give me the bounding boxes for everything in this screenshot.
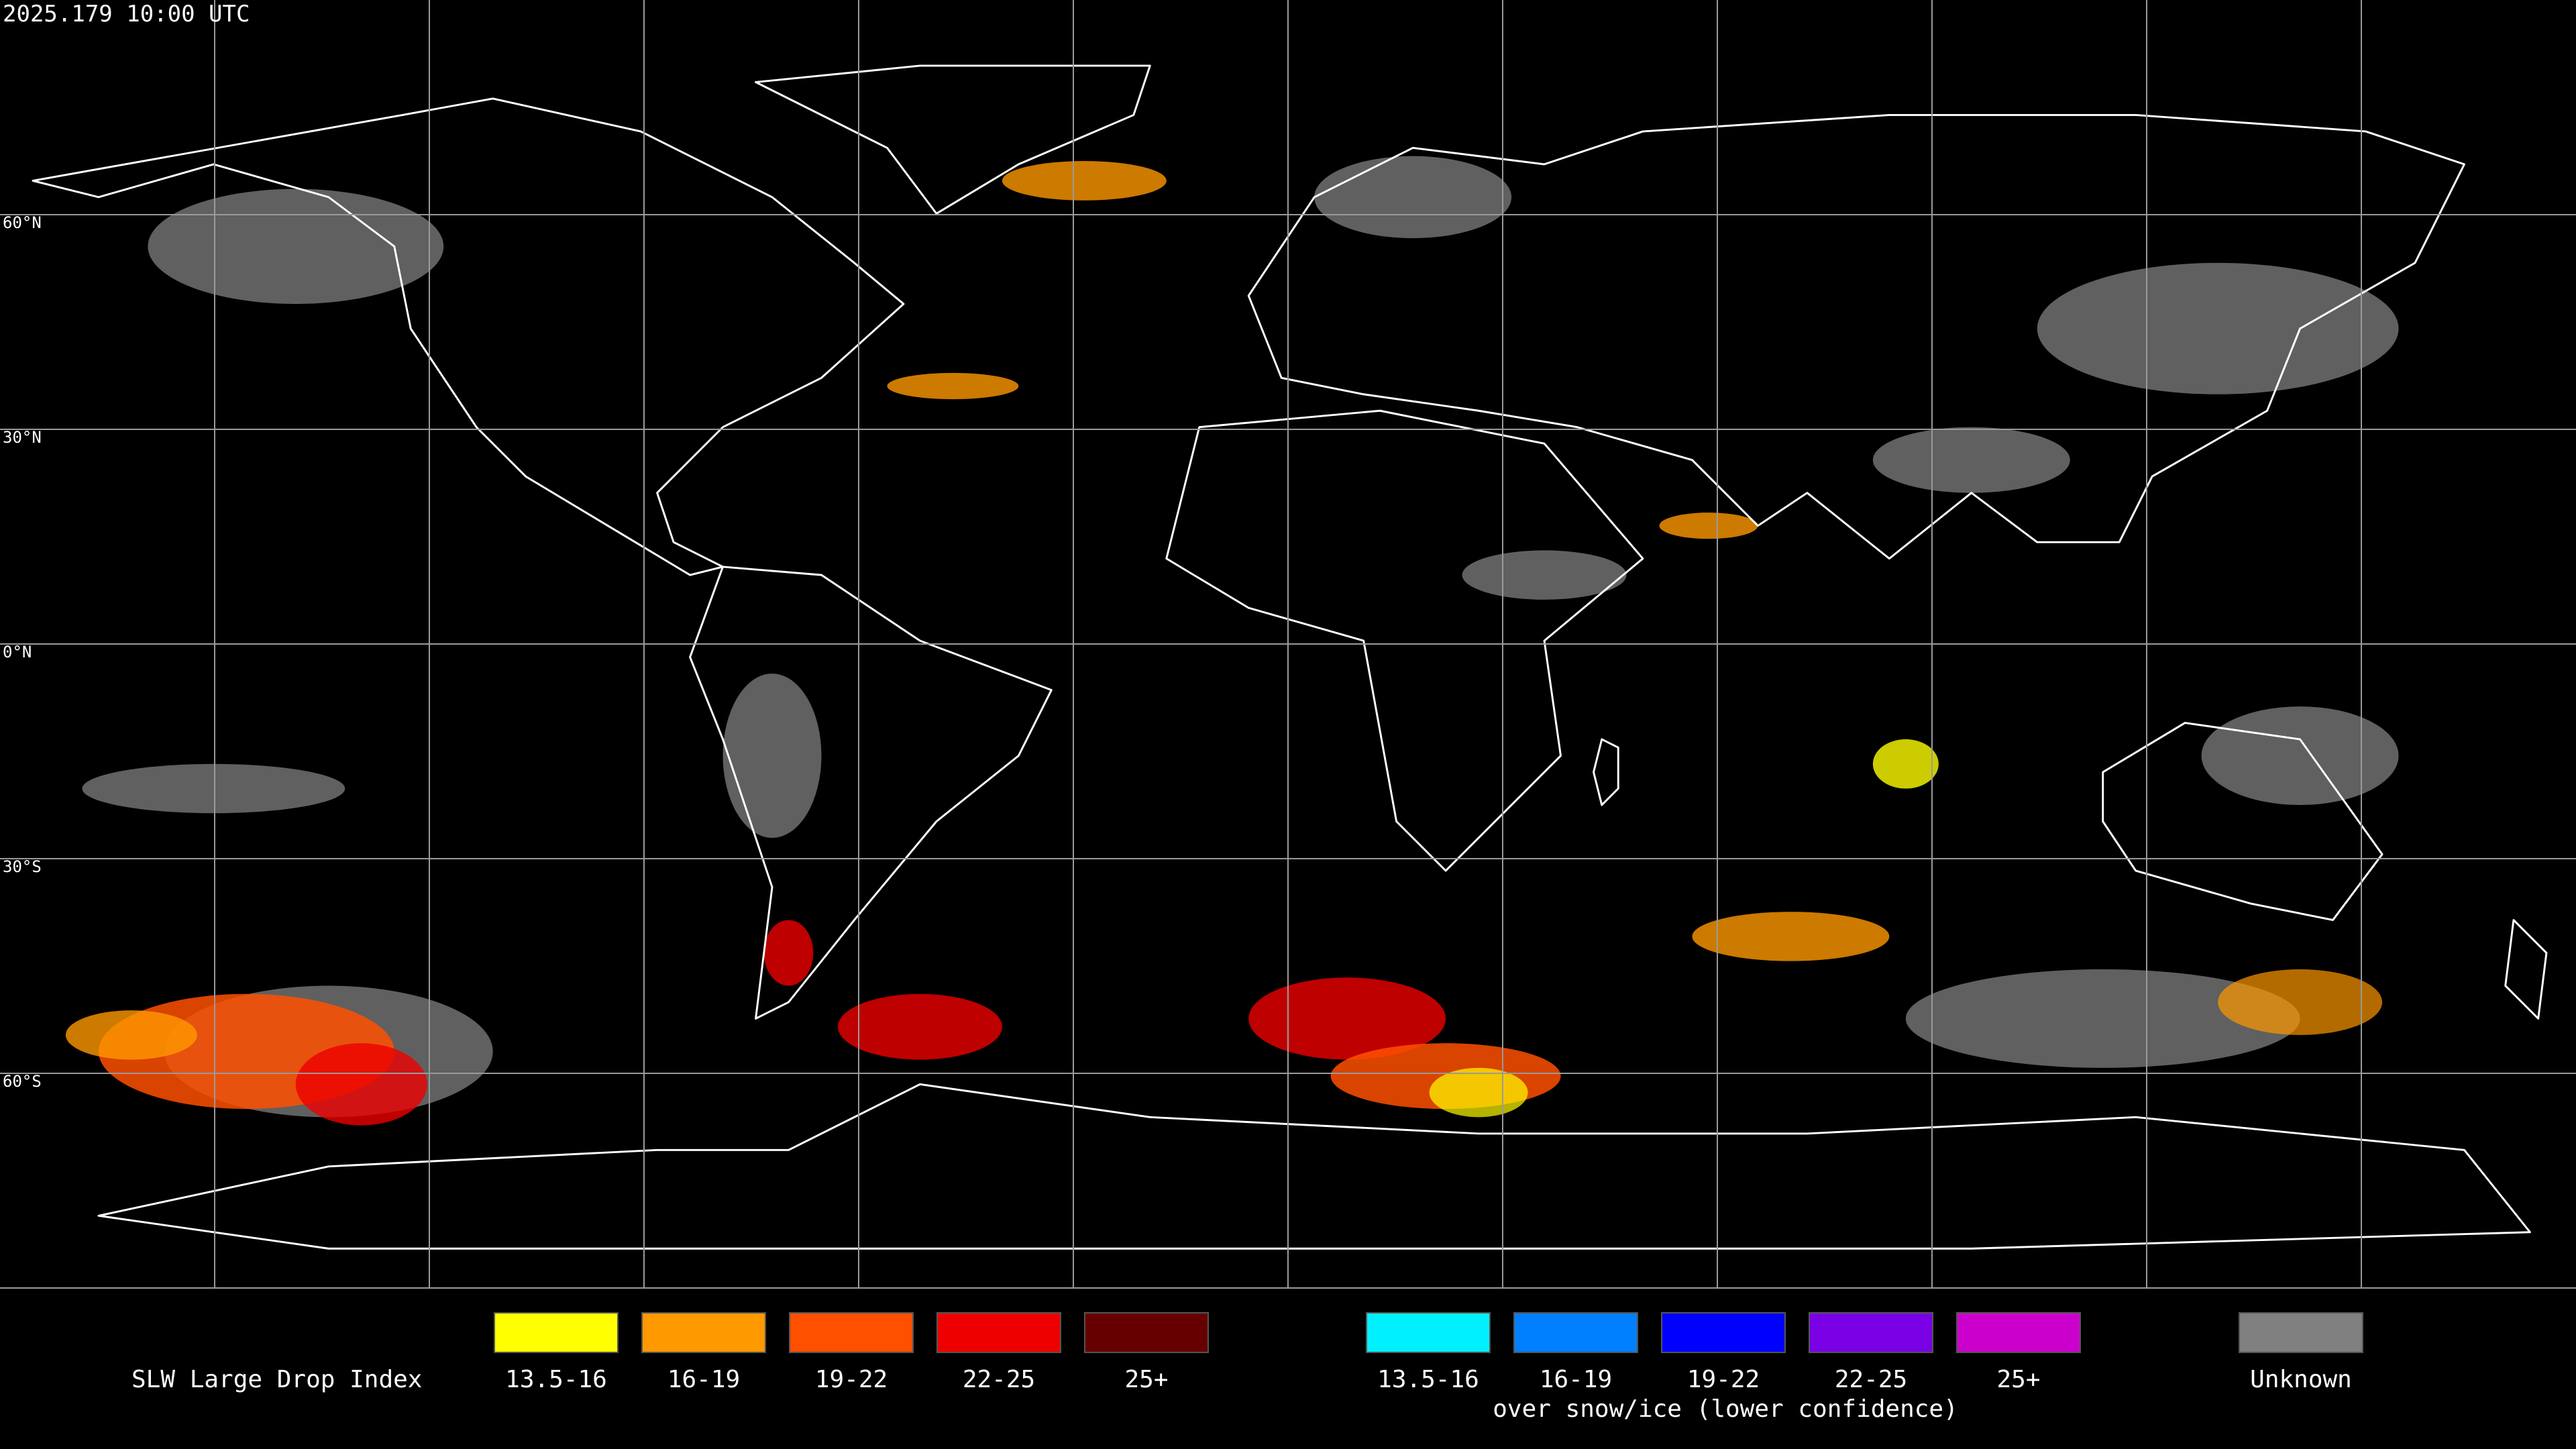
legend-label: 16-19 <box>1540 1366 1612 1393</box>
legend-swatch <box>1956 1312 2081 1353</box>
legend-swatch <box>1513 1312 1638 1353</box>
legend-title: SLW Large Drop Index <box>131 1366 422 1393</box>
legend-swatch <box>1661 1312 1786 1353</box>
latitude-label: 60°N <box>3 213 42 232</box>
legend-label: 13.5-16 <box>1377 1366 1479 1393</box>
legend-swatch <box>2239 1312 2363 1353</box>
legend-label: Unknown <box>2250 1366 2352 1393</box>
legend-swatch <box>789 1312 914 1353</box>
legend-label: 22-25 <box>1835 1366 1907 1393</box>
legend-label: 13.5-16 <box>505 1366 607 1393</box>
legend-swatch <box>936 1312 1061 1353</box>
legend-swatch <box>1084 1312 1209 1353</box>
legend-label: 16-19 <box>667 1366 740 1393</box>
latitude-label: 30°S <box>3 857 42 876</box>
legend: SLW Large Drop Index 13.5-16 16-19 19-22 22-… <box>131 1312 2363 1423</box>
snow-caption: over snow/ice (lower confidence) <box>1493 1395 1958 1423</box>
cloud-fields <box>32 64 2548 1250</box>
latitude-label: 0°N <box>3 643 32 661</box>
legend-swatch <box>1366 1312 1491 1353</box>
legend-swatch <box>494 1312 619 1353</box>
legend-label: 25+ <box>1124 1366 1168 1393</box>
latitude-label: 60°S <box>3 1072 42 1091</box>
graticule: 60°N 30°N 0°N 30°S 60°S <box>0 0 2576 1289</box>
timestamp: 2025.179 10:00 UTC <box>3 1 250 28</box>
unknown-areas <box>82 156 2399 1118</box>
legend-label: 25+ <box>1996 1366 2040 1393</box>
latitude-label: 30°N <box>3 428 42 447</box>
map: 60°N 30°N 0°N 30°S 60°S <box>0 0 2576 1289</box>
legend-swatch <box>641 1312 766 1353</box>
legend-swatch <box>1809 1312 1933 1353</box>
legend-label: 22-25 <box>963 1366 1035 1393</box>
legend-label: 19-22 <box>1687 1366 1760 1393</box>
legend-label: 19-22 <box>815 1366 888 1393</box>
